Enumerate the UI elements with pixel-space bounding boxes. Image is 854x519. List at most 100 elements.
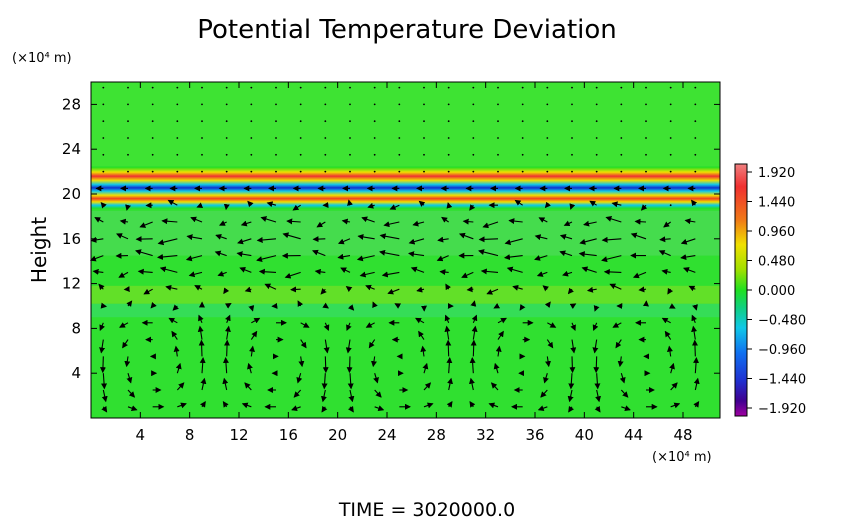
vector-dot [275,120,277,123]
vector-arrow [471,325,478,340]
vector-arrow [172,304,179,311]
vector-arrow [260,216,277,223]
vector-arrow [446,202,453,209]
vector-dot [694,120,697,123]
vector-arrow [589,200,597,207]
vector-dot [151,120,154,123]
time-label: TIME = 3020000.0 [338,499,515,519]
vector-dot [102,120,105,123]
vector-dot [669,103,672,106]
vector-arrow [173,345,180,357]
vector-arrow [346,356,353,374]
vector-arrow [373,373,379,384]
vector-arrow [236,251,252,258]
vector-arrow [361,216,375,223]
x-tick-label: 16 [279,426,298,444]
vector-arrow [101,373,108,390]
vector-dot [299,170,302,173]
vector-dot [521,86,524,89]
vector-arrow [368,339,376,349]
x-tick-label: 40 [575,426,594,444]
vector-arrow [569,356,576,374]
vector-dot [497,153,499,156]
vector-arrow [693,401,700,408]
vector-dot [324,170,327,173]
vector-arrow [437,236,449,243]
vector-arrow [298,356,305,368]
colorbar-tick-label: −0.960 [758,343,806,358]
vector-arrow [693,357,700,374]
vector-dot [373,86,376,89]
vector-arrow [256,237,277,243]
vector-dot [645,86,647,89]
vector-arrow [359,271,375,278]
vector-arrow [94,217,104,223]
vector-arrow [159,266,178,273]
vector-dot [201,137,203,139]
vector-arrow [612,322,622,328]
vector-arrow [394,303,402,309]
vector-dot [669,137,672,139]
vector-arrow [143,288,153,295]
vector-arrow [312,236,326,243]
y-tick-label: 24 [62,140,81,158]
vector-dot [250,86,253,89]
vector-arrow [356,255,375,262]
vector-arrow [469,401,476,408]
vector-arrow [534,234,548,241]
vector-arrow [116,233,129,240]
vector-dot [595,153,598,156]
vector-dot [324,153,327,156]
vector-dot [645,103,647,106]
vector-dot [373,170,376,173]
vector-dot [349,103,351,106]
vector-arrow [691,325,698,340]
vector-arrow [282,232,301,240]
vector-arrow [593,305,600,312]
vector-arrow [583,220,597,227]
vector-dot [669,170,672,173]
vector-arrow [693,377,700,391]
vector-dot [571,170,573,173]
vector-dot [620,86,623,89]
vector-arrow [99,356,106,374]
vector-arrow [222,401,229,408]
vector-arrow [165,284,178,291]
vector-arrow [478,236,499,243]
vector-dot [521,120,524,123]
vector-field [89,86,700,413]
vector-arrow [664,330,672,340]
vector-dot [472,120,475,123]
vector-dot [472,170,475,173]
vector-arrow [321,389,327,403]
vector-arrow [619,373,626,384]
vector-arrow [439,269,449,276]
vector-dot [423,86,425,89]
vector-arrow [578,251,597,258]
x-tick-label: 24 [377,426,396,444]
vector-dot [447,120,450,123]
vector-arrow [168,317,178,324]
vector-arrow [314,268,326,275]
vector-dot [447,86,450,89]
vector-arrow [423,402,434,409]
vector-dot [127,137,129,139]
vector-dot [571,120,573,123]
vector-dot [373,120,376,123]
vector-dot [176,170,179,173]
vector-arrow [469,204,476,211]
vector-arrow [200,377,207,391]
vector-dot [423,120,425,123]
colorbar-tick-label: −1.920 [758,402,806,417]
vector-arrow [462,218,474,225]
vector-arrow [176,382,185,391]
vector-arrow [446,357,453,374]
vector-dot [225,137,228,139]
vector-arrow [469,357,476,374]
colorbar-scale [734,163,748,417]
vector-dot [201,103,203,106]
heatmap-background [91,82,720,418]
vector-arrow [224,339,231,357]
vector-dot [423,137,425,139]
vector-arrow [224,303,232,309]
